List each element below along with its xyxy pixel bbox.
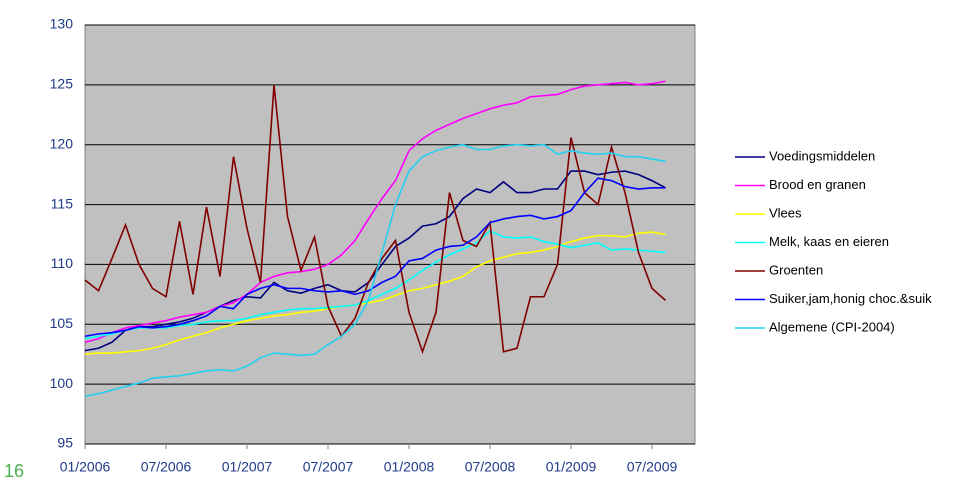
series-line [84, 143, 666, 397]
x-tick-label: 01/2006 [60, 459, 111, 475]
legend-label: Suiker,jam,honig choc.&suik [769, 291, 932, 306]
legend-label: Vlees [769, 205, 802, 220]
x-tick-label: 01/2009 [546, 459, 597, 475]
x-tick-label: 01/2008 [384, 459, 435, 475]
series-line [84, 170, 666, 352]
legend-label: Algemene (CPI-2004) [769, 319, 895, 334]
x-tick-label: 07/2006 [141, 459, 192, 475]
y-tick-label: 100 [50, 375, 74, 391]
y-tick-label: 115 [51, 195, 74, 211]
series-line [84, 84, 667, 355]
y-tick-label: 125 [50, 76, 74, 92]
y-tick-label: 120 [50, 135, 74, 151]
y-tick-label: 130 [50, 16, 74, 32]
y-tick-label: 110 [51, 255, 74, 271]
series-line [84, 177, 666, 338]
legend-label: Brood en granen [769, 177, 866, 192]
legend-label: Voedingsmiddelen [769, 148, 875, 163]
series-line [84, 231, 666, 356]
series-line [84, 80, 666, 344]
series-line [84, 229, 666, 340]
y-tick-label: 105 [50, 315, 74, 331]
x-tick-label: 07/2007 [303, 459, 354, 475]
legend-label: Melk, kaas en eieren [769, 234, 889, 249]
page-number: 16 [4, 461, 24, 479]
legend-label: Groenten [769, 262, 823, 277]
y-tick-label: 95 [57, 435, 73, 451]
x-tick-label: 07/2009 [627, 459, 678, 475]
x-tick-label: 01/2007 [222, 459, 273, 475]
x-tick-label: 07/2008 [465, 459, 516, 475]
